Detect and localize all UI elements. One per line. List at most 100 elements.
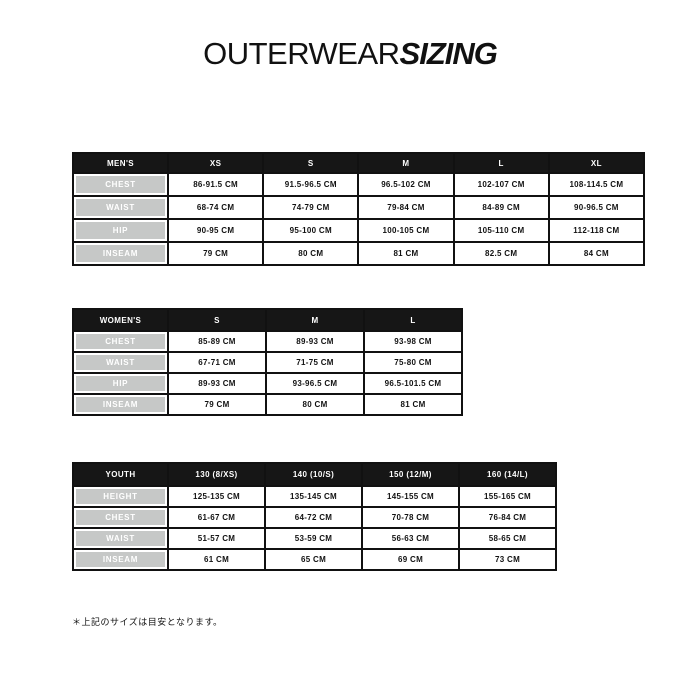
table-row: HIP 89-93 CM 93-96.5 CM 96.5-101.5 CM xyxy=(72,372,463,395)
row-label-cell: CHEST xyxy=(72,330,169,353)
size-value-cell: 102-107 CM xyxy=(452,172,550,197)
size-value-cell: 145-155 CM xyxy=(361,485,460,508)
column-header-cell: 140 (10/S) xyxy=(264,462,363,487)
row-label-box: INSEAM xyxy=(76,245,165,262)
table-row: WAIST 51-57 CM 53-59 CM 56-63 CM 58-65 CM xyxy=(72,527,557,550)
size-value-cell: 70-78 CM xyxy=(361,506,460,529)
size-value-cell: 79 CM xyxy=(166,241,265,266)
table-row: HIP 90-95 CM 95-100 CM 100-105 CM 105-110 CM… xyxy=(72,218,646,243)
size-value-cell: 82.5 CM xyxy=(452,241,550,266)
size-value-cell: 89-93 CM xyxy=(265,330,365,353)
size-value-cell: 90-95 CM xyxy=(166,218,265,243)
size-value-cell: 93-98 CM xyxy=(363,330,463,353)
size-value-cell: 79-84 CM xyxy=(357,195,455,220)
row-label-cell: CHEST xyxy=(72,506,169,529)
size-value-cell: 67-71 CM xyxy=(167,351,267,374)
size-value-cell: 69 CM xyxy=(361,548,460,571)
size-value-cell: 96.5-102 CM xyxy=(357,172,455,197)
table-row: WAIST 68-74 CM 74-79 CM 79-84 CM 84-89 CM 90-… xyxy=(72,195,646,220)
size-value-cell: 81 CM xyxy=(357,241,455,266)
size-value-cell: 76-84 CM xyxy=(458,506,557,529)
size-value-cell: 75-80 CM xyxy=(363,351,463,374)
size-value-cell: 84 CM xyxy=(547,241,646,266)
table-title-cell: MEN'S xyxy=(72,152,169,174)
size-value-cell: 112-118 CM xyxy=(547,218,646,243)
size-value-cell: 58-65 CM xyxy=(458,527,557,550)
table-row: CHEST 86-91.5 CM 91.5-96.5 CM 96.5-102 CM 10… xyxy=(72,172,646,197)
size-value-cell: 64-72 CM xyxy=(264,506,363,529)
row-label-box: HIP xyxy=(76,376,165,391)
table-row: WAIST 67-71 CM 71-75 CM 75-80 CM xyxy=(72,351,463,374)
row-label-cell: WAIST xyxy=(72,527,169,550)
row-label-box: INSEAM xyxy=(76,552,165,567)
page-title-emphasis: SIZING xyxy=(399,36,498,71)
column-header-cell: XS xyxy=(166,152,265,174)
table-title-cell: YOUTH xyxy=(72,462,169,487)
size-value-cell: 91.5-96.5 CM xyxy=(262,172,360,197)
size-value-cell: 81 CM xyxy=(363,393,463,416)
table-row: CHEST 61-67 CM 64-72 CM 70-78 CM 76-84 CM xyxy=(72,506,557,529)
column-header-cell: L xyxy=(363,308,463,332)
womens-sizing-table: WOMEN'S S M L CHEST 85-89 CM 89-93 CM 93-98 CM W… xyxy=(72,308,463,416)
size-value-cell: 105-110 CM xyxy=(452,218,550,243)
size-value-cell: 95-100 CM xyxy=(262,218,360,243)
column-header-cell: L xyxy=(452,152,550,174)
column-header-cell: S xyxy=(262,152,360,174)
size-value-cell: 80 CM xyxy=(262,241,360,266)
size-value-cell: 74-79 CM xyxy=(262,195,360,220)
row-label-cell: INSEAM xyxy=(72,393,169,416)
table-row: INSEAM 79 CM 80 CM 81 CM 82.5 CM 84 CM xyxy=(72,241,646,266)
row-label-cell: WAIST xyxy=(72,195,169,220)
table-header-row: WOMEN'S S M L xyxy=(72,308,463,332)
size-value-cell: 61 CM xyxy=(167,548,266,571)
footnote-text: ＊上記のサイズは目安となります。 xyxy=(72,617,223,627)
row-label-cell: INSEAM xyxy=(72,548,169,571)
column-header-cell: M xyxy=(265,308,365,332)
page-title-regular: OUTERWEAR xyxy=(203,36,400,71)
youth-sizing-table: YOUTH 130 (8/XS) 140 (10/S) 150 (12/M) 160 (… xyxy=(72,462,557,571)
size-value-cell: 86-91.5 CM xyxy=(166,172,265,197)
size-value-cell: 53-59 CM xyxy=(264,527,363,550)
row-label-box: CHEST xyxy=(76,510,165,525)
size-value-cell: 84-89 CM xyxy=(452,195,550,220)
table-row: HEIGHT 125-135 CM 135-145 CM 145-155 CM 155-… xyxy=(72,485,557,508)
size-value-cell: 100-105 CM xyxy=(357,218,455,243)
size-value-cell: 125-135 CM xyxy=(167,485,266,508)
column-header-cell: M xyxy=(357,152,455,174)
column-header-cell: 150 (12/M) xyxy=(361,462,460,487)
table-row: INSEAM 61 CM 65 CM 69 CM 73 CM xyxy=(72,548,557,571)
size-value-cell: 56-63 CM xyxy=(361,527,460,550)
row-label-cell: HIP xyxy=(72,372,169,395)
size-value-cell: 89-93 CM xyxy=(167,372,267,395)
size-value-cell: 68-74 CM xyxy=(166,195,265,220)
table-row: INSEAM 79 CM 80 CM 81 CM xyxy=(72,393,463,416)
size-value-cell: 90-96.5 CM xyxy=(547,195,646,220)
row-label-box: WAIST xyxy=(76,199,165,216)
size-value-cell: 85-89 CM xyxy=(167,330,267,353)
column-header-cell: S xyxy=(167,308,267,332)
table-row: CHEST 85-89 CM 89-93 CM 93-98 CM xyxy=(72,330,463,353)
size-value-cell: 65 CM xyxy=(264,548,363,571)
row-label-cell: WAIST xyxy=(72,351,169,374)
column-header-cell: XL xyxy=(547,152,646,174)
size-value-cell: 155-165 CM xyxy=(458,485,557,508)
row-label-box: HEIGHT xyxy=(76,489,165,504)
column-header-cell: 130 (8/XS) xyxy=(167,462,266,487)
table-title-cell: WOMEN'S xyxy=(72,308,169,332)
row-label-cell: HEIGHT xyxy=(72,485,169,508)
mens-sizing-table: MEN'S XS S M L XL CHEST 86-91.5 CM 91.5-96.5 CM 9… xyxy=(72,152,646,266)
page-title: OUTERWEARSIZING xyxy=(0,36,700,72)
size-value-cell: 80 CM xyxy=(265,393,365,416)
size-value-cell: 61-67 CM xyxy=(167,506,266,529)
size-value-cell: 79 CM xyxy=(167,393,267,416)
row-label-box: CHEST xyxy=(76,334,165,349)
size-value-cell: 51-57 CM xyxy=(167,527,266,550)
size-value-cell: 73 CM xyxy=(458,548,557,571)
column-header-cell: 160 (14/L) xyxy=(458,462,557,487)
row-label-box: HIP xyxy=(76,222,165,239)
row-label-box: WAIST xyxy=(76,531,165,546)
row-label-box: INSEAM xyxy=(76,397,165,412)
size-value-cell: 71-75 CM xyxy=(265,351,365,374)
row-label-cell: INSEAM xyxy=(72,241,169,266)
